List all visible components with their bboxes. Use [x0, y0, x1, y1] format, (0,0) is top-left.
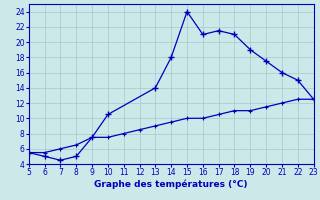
X-axis label: Graphe des températures (°C): Graphe des températures (°C) [94, 180, 248, 189]
